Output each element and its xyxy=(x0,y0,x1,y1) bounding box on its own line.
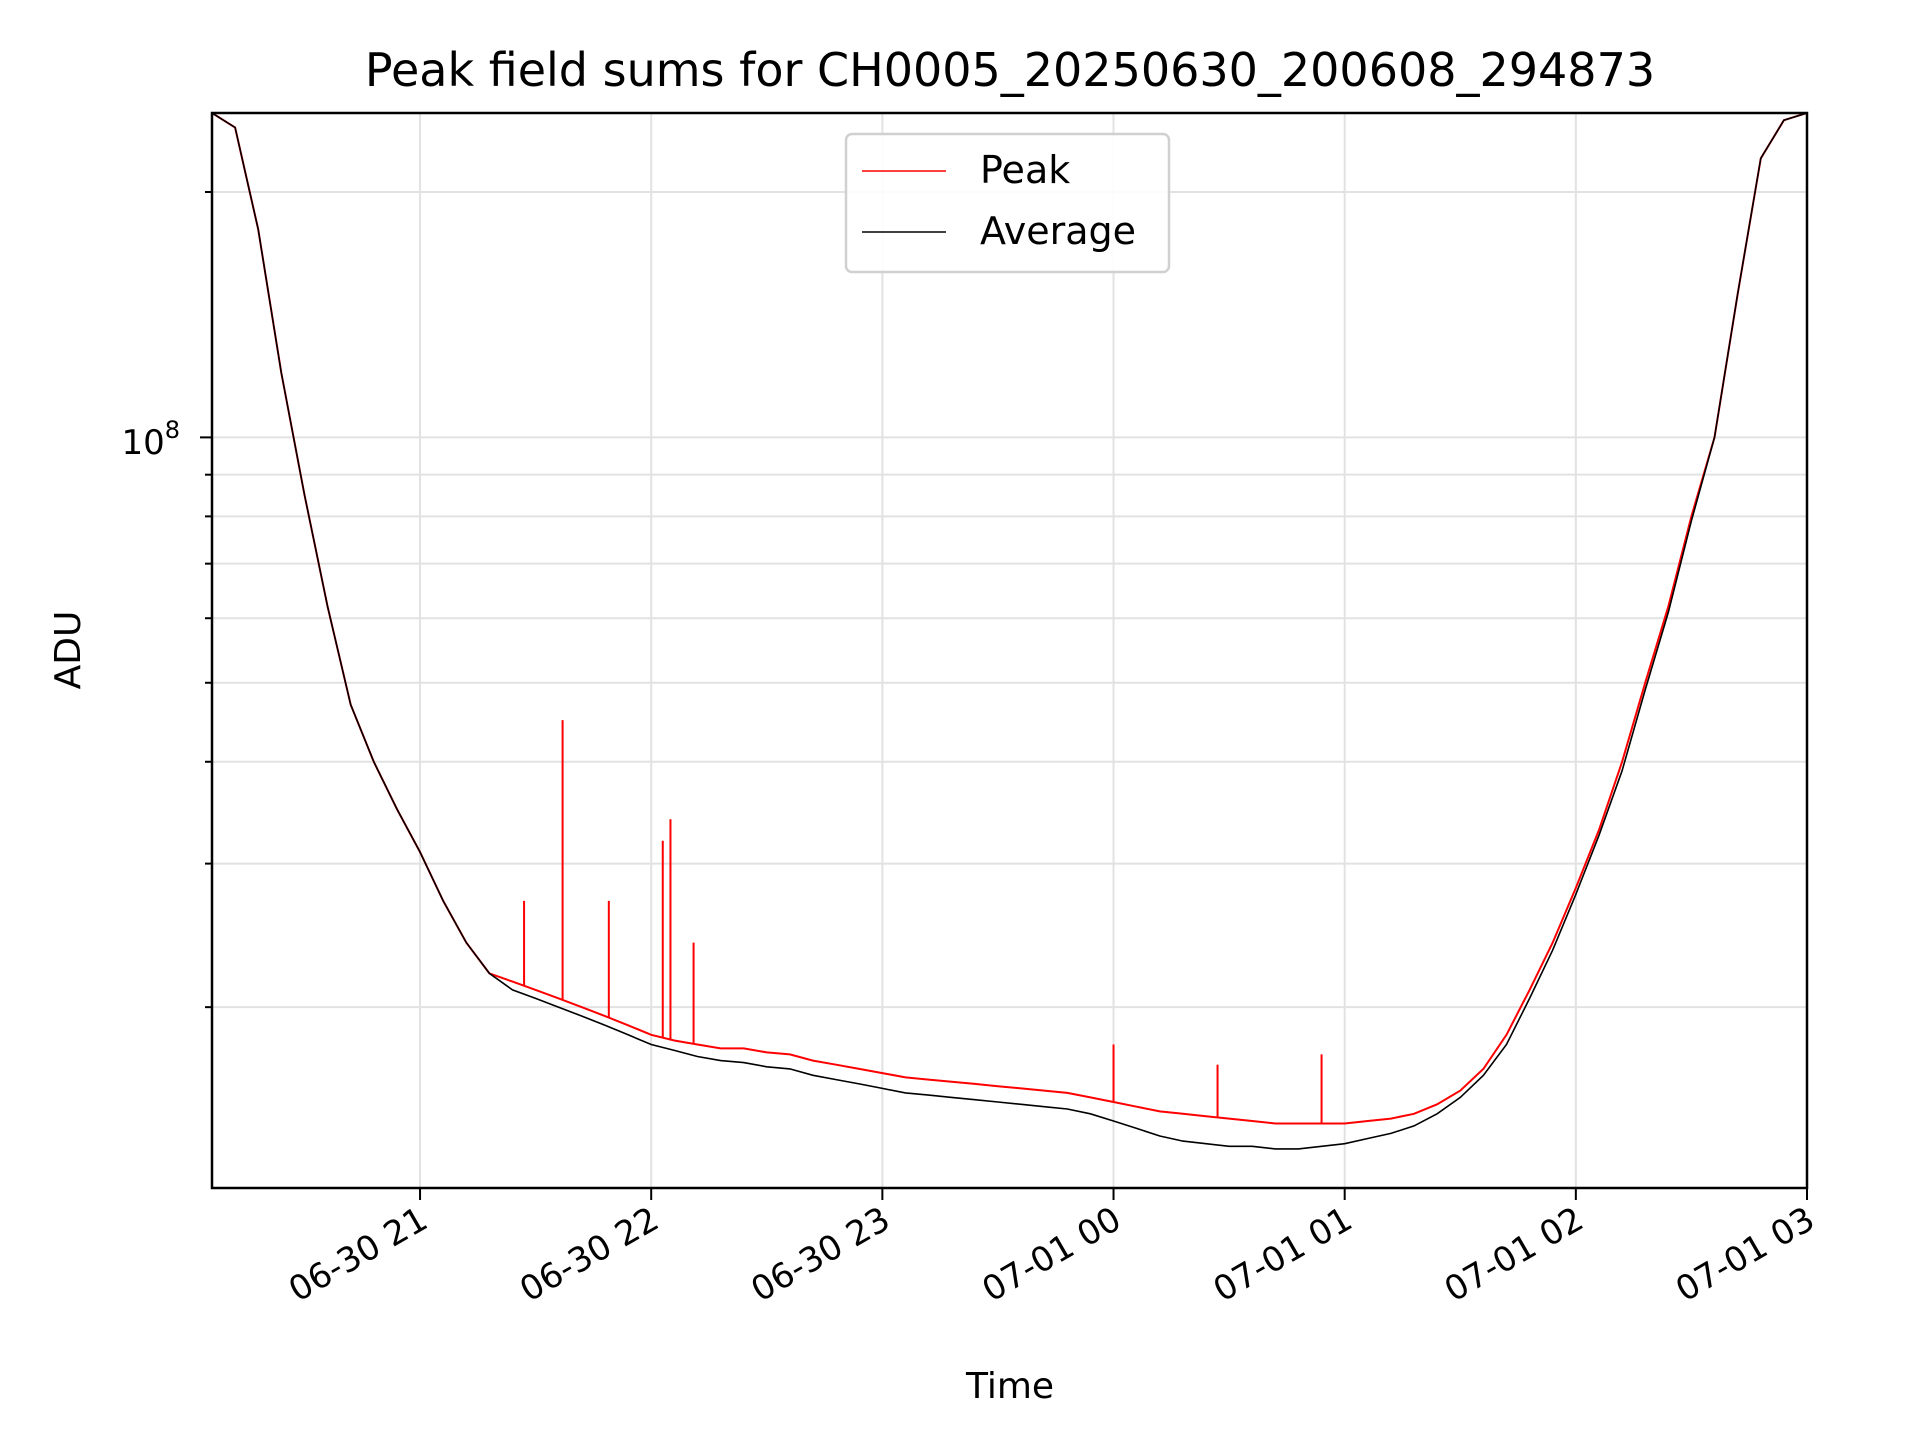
series-layer xyxy=(212,113,1807,1150)
x-tick-label: 06-30 21 xyxy=(282,1199,434,1310)
y-axis-label: ADU xyxy=(48,611,89,690)
x-tick-label: 07-01 00 xyxy=(976,1199,1128,1310)
svg-text:108: 108 xyxy=(121,416,180,463)
x-tick-label: 06-30 22 xyxy=(513,1199,665,1310)
y-tick-exponent: 8 xyxy=(165,416,180,444)
grid-layer xyxy=(212,113,1808,1188)
legend: Peak Average xyxy=(844,132,1171,274)
y-tick-label-1e8: 108 xyxy=(121,416,180,463)
x-axis-label: Time xyxy=(965,1366,1054,1407)
legend-label-peak: Peak xyxy=(980,148,1070,192)
x-tick-label: 06-30 23 xyxy=(744,1199,896,1310)
legend-box xyxy=(844,132,1171,274)
x-tick-label: 07-01 03 xyxy=(1669,1199,1821,1310)
x-tick-label: 07-01 01 xyxy=(1207,1199,1359,1310)
x-tick-label: 07-01 02 xyxy=(1438,1199,1590,1310)
y-tick-base: 10 xyxy=(121,423,164,463)
tick-layer: 06-30 21 06-30 22 06-30 23 07-01 00 07-01 01… xyxy=(200,190,1822,1310)
legend-label-average: Average xyxy=(980,209,1136,253)
series-line-average xyxy=(212,113,1807,1150)
chart-title: Peak field sums for CH0005_20250630_2006… xyxy=(365,43,1655,97)
plot-frame xyxy=(210,111,1809,1190)
